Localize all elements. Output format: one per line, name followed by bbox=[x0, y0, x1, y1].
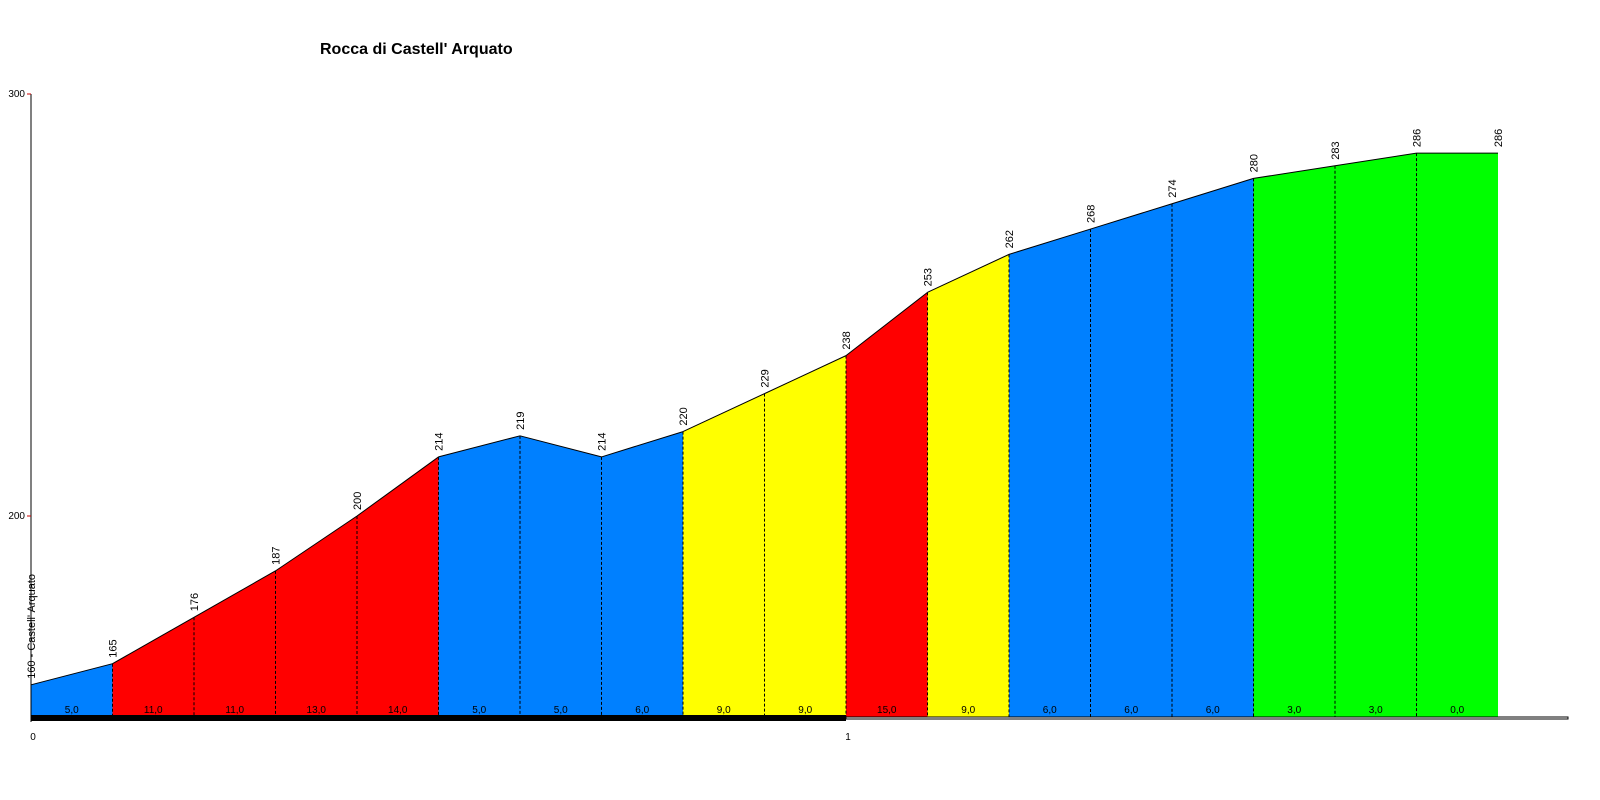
profile-segment bbox=[520, 435, 602, 718]
elevation-label: 165 bbox=[108, 639, 120, 657]
profile-segment bbox=[927, 254, 1009, 719]
profile-segment bbox=[194, 570, 276, 718]
profile-outline bbox=[764, 355, 847, 395]
profile-segment bbox=[1253, 165, 1335, 719]
grade-label: 15,0 bbox=[877, 705, 897, 716]
profile-outline bbox=[1090, 203, 1173, 230]
grade-label: 6,0 bbox=[1206, 705, 1220, 716]
grade-label: 5,0 bbox=[472, 705, 486, 716]
profile-outline bbox=[601, 431, 684, 458]
elevation-label: 283 bbox=[1330, 141, 1342, 159]
elevation-label: 219 bbox=[515, 411, 527, 429]
profile-outline bbox=[275, 515, 358, 572]
elevation-label: 262 bbox=[1004, 230, 1016, 248]
start-label: 160 - Castell' Arquato bbox=[26, 574, 38, 679]
profile-outline bbox=[356, 456, 439, 517]
grade-label: 11,0 bbox=[144, 705, 163, 716]
grade-label: 3,0 bbox=[1369, 705, 1383, 716]
profile-segment bbox=[31, 663, 113, 718]
elevation-label: 268 bbox=[1086, 205, 1098, 223]
grade-label: 0,0 bbox=[1450, 705, 1464, 716]
grade-label: 9,0 bbox=[717, 705, 731, 716]
distance-bar-km1 bbox=[845, 716, 1569, 720]
profile-outline bbox=[112, 616, 195, 665]
profile-outline bbox=[927, 253, 1010, 293]
distance-bar-km0 bbox=[31, 715, 846, 721]
axes: 300 200 0 1 bbox=[8, 89, 1569, 743]
profile-segment bbox=[1172, 178, 1254, 718]
profile-segment bbox=[1009, 229, 1091, 719]
profile-segments bbox=[30, 152, 1498, 719]
elevation-label: 229 bbox=[760, 369, 772, 387]
profile-segment bbox=[683, 393, 765, 718]
grade-label: 6,0 bbox=[1124, 705, 1138, 716]
y-tick-label: 200 bbox=[8, 511, 25, 522]
elevation-label: 176 bbox=[189, 593, 201, 611]
profile-segment bbox=[275, 516, 357, 718]
profile-outline bbox=[1008, 228, 1091, 255]
profile-outline bbox=[682, 393, 765, 433]
profile-segment bbox=[1416, 153, 1498, 718]
profile-segment bbox=[1335, 153, 1417, 718]
segment-dividers bbox=[112, 153, 1417, 718]
profile-segment bbox=[764, 355, 846, 718]
grade-label: 9,0 bbox=[961, 705, 975, 716]
elevation-label: 187 bbox=[271, 547, 283, 565]
profile-outline bbox=[1253, 165, 1336, 179]
elevation-label: 220 bbox=[678, 407, 690, 425]
elevation-label: 238 bbox=[841, 331, 853, 349]
x-tick-label: 0 bbox=[30, 732, 36, 743]
profile-segment bbox=[357, 456, 439, 718]
profile-outline bbox=[193, 570, 276, 618]
profile-segment bbox=[1090, 203, 1172, 719]
elevation-label: 286 bbox=[1493, 129, 1505, 147]
x-tick-label: 1 bbox=[845, 732, 851, 743]
profile-segment bbox=[846, 292, 928, 718]
profile-outline bbox=[30, 663, 113, 686]
elevation-label: 274 bbox=[1167, 179, 1179, 197]
grade-label: 14,0 bbox=[388, 705, 408, 716]
elevation-label: 214 bbox=[597, 433, 609, 451]
elevation-label: 286 bbox=[1412, 129, 1424, 147]
elevation-label: 253 bbox=[923, 268, 935, 286]
grade-label: 9,0 bbox=[798, 705, 812, 716]
profile-segment bbox=[112, 617, 194, 718]
elevation-label: 200 bbox=[352, 492, 364, 510]
grade-label: 13,0 bbox=[307, 705, 327, 716]
profile-outline bbox=[1334, 152, 1417, 167]
elevation-label: 280 bbox=[1249, 154, 1261, 172]
chart-title: Rocca di Castell' Arquato bbox=[320, 41, 513, 58]
grade-labels: 5,0 11,0 11,0 13,0 14,0 5,0 5,0 6,0 9,0 9,0 15,0 9,… bbox=[65, 705, 1465, 716]
profile-outline bbox=[1171, 177, 1254, 205]
profile-segment bbox=[438, 435, 520, 718]
grade-label: 6,0 bbox=[635, 705, 649, 716]
profile-outline bbox=[519, 435, 602, 458]
profile-outline bbox=[438, 435, 521, 458]
grade-label: 5,0 bbox=[65, 705, 79, 716]
elevation-label: 214 bbox=[434, 433, 446, 451]
y-tick-label: 300 bbox=[8, 89, 25, 100]
grade-label: 6,0 bbox=[1043, 705, 1057, 716]
grade-label: 5,0 bbox=[554, 705, 568, 716]
profile-outline bbox=[845, 291, 928, 357]
grade-label: 11,0 bbox=[225, 705, 244, 716]
grade-label: 3,0 bbox=[1287, 705, 1301, 716]
elevation-labels: 165 176 187 200 214 219 214 220 229 238 253 262 268 2… bbox=[26, 129, 1505, 679]
profile-segment bbox=[601, 431, 683, 718]
